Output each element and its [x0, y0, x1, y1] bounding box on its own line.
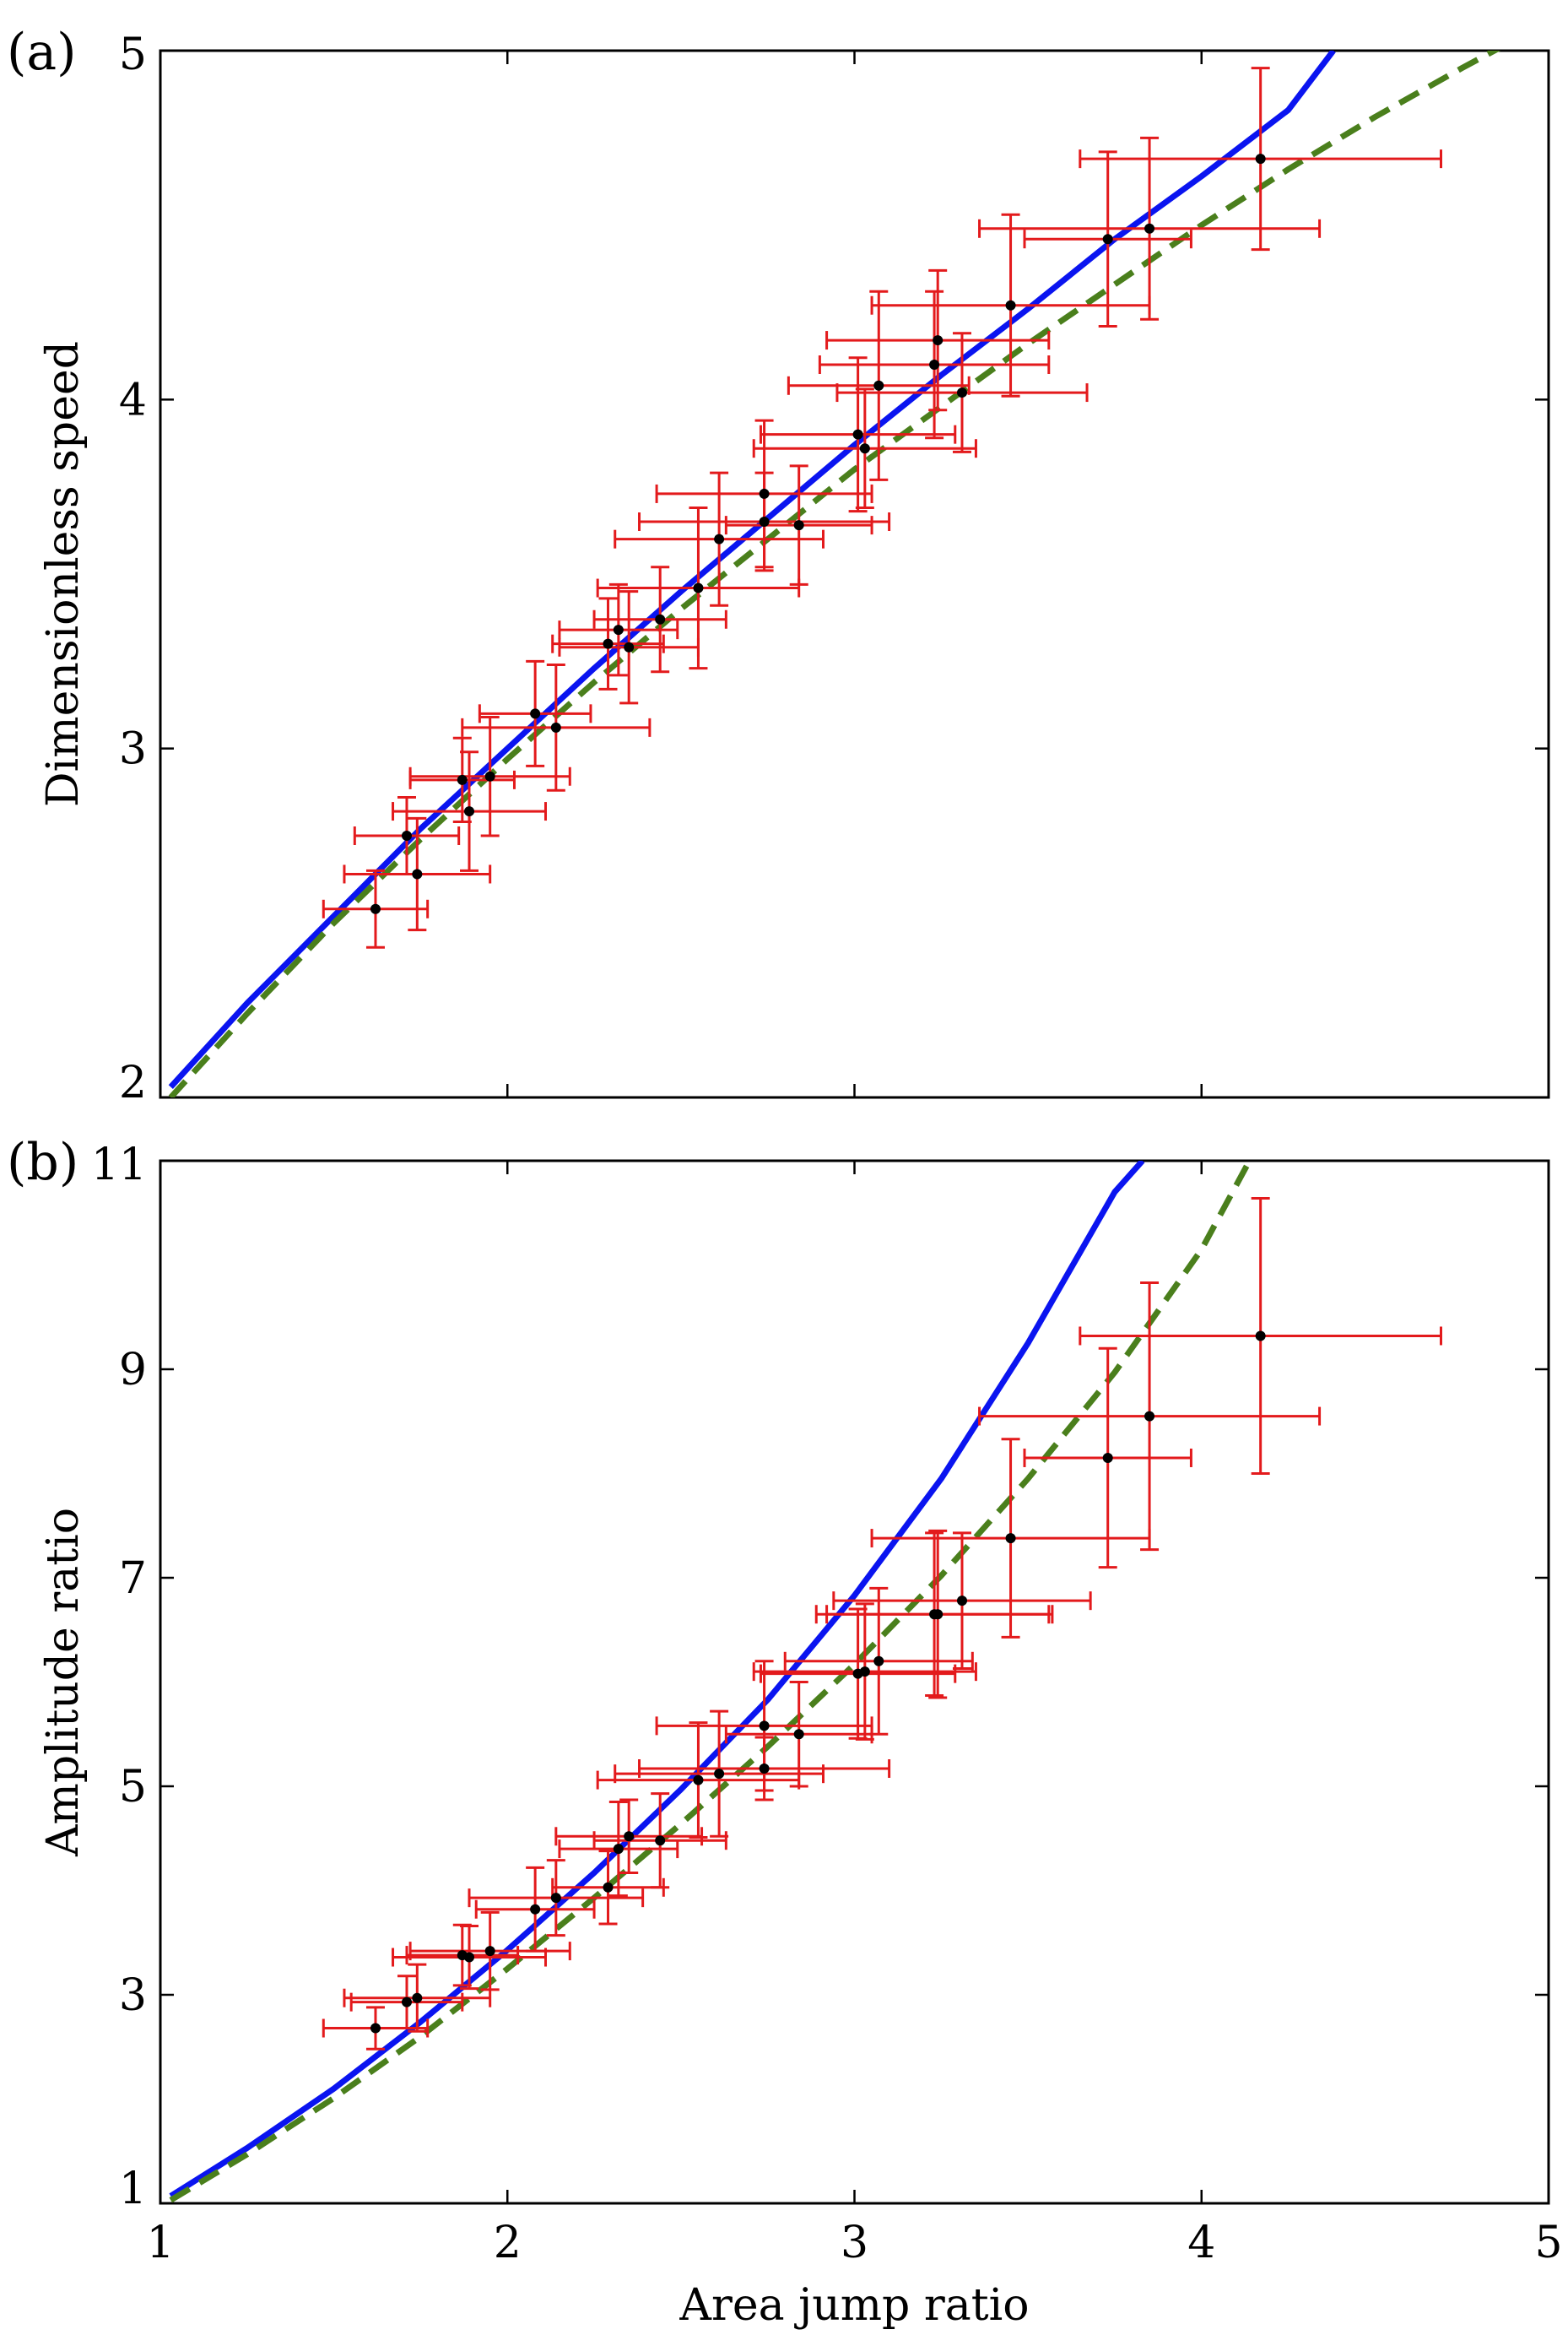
- data-point: [859, 443, 870, 454]
- data-point: [412, 1992, 423, 2003]
- y-tick-label: 3: [119, 1970, 147, 2021]
- y-tick-label: 7: [119, 1553, 147, 1604]
- data-point: [1255, 1330, 1266, 1341]
- y-tick-label: 4: [119, 375, 147, 425]
- y-tick-label: 2: [119, 1058, 147, 1108]
- panel-label: (a): [7, 23, 77, 82]
- data-point: [759, 1763, 770, 1774]
- data-point: [693, 1774, 704, 1785]
- data-point: [613, 1844, 624, 1855]
- data-point: [603, 1882, 614, 1893]
- data-point: [624, 642, 635, 653]
- data-point: [1102, 1452, 1113, 1463]
- solid-curve: [169, 1161, 1145, 2199]
- x-axis-label: Area jump ratio: [679, 2280, 1029, 2331]
- plot-frame: [159, 1159, 1550, 2205]
- errorbar-group: [322, 1196, 1443, 2051]
- data-point: [401, 1996, 412, 2007]
- data-point: [714, 534, 725, 544]
- data-point: [793, 1729, 804, 1740]
- x-tick-label: 5: [1534, 2218, 1562, 2268]
- data-point: [655, 614, 666, 625]
- data-point: [1255, 154, 1266, 165]
- data-point: [401, 831, 412, 841]
- panel-label: (b): [7, 1133, 78, 1192]
- data-point: [759, 517, 770, 527]
- data-point: [613, 625, 624, 636]
- data-point: [370, 2023, 381, 2034]
- data-point: [1102, 234, 1113, 245]
- data-point: [603, 638, 614, 649]
- data-point: [933, 335, 944, 346]
- data-point: [1144, 223, 1155, 234]
- data-point: [464, 806, 475, 817]
- data-point: [484, 1946, 495, 1957]
- data-point: [759, 1720, 770, 1731]
- x-tick-label: 3: [841, 2218, 868, 2268]
- errorbar-group: [322, 67, 1443, 949]
- data-point: [412, 869, 423, 880]
- y-tick-label: 5: [119, 1762, 147, 1812]
- data-point: [655, 1835, 666, 1846]
- data-point: [464, 1952, 475, 1963]
- data-point: [956, 387, 967, 398]
- data-point: [457, 774, 468, 785]
- solid-curve: [168, 51, 1336, 1089]
- data-point: [550, 722, 561, 733]
- y-tick-label: 11: [91, 1140, 147, 1190]
- data-point: [852, 429, 863, 440]
- x-tick-label: 1: [146, 2218, 174, 2268]
- data-point: [1005, 300, 1016, 311]
- y-axis-label: Amplitude ratio: [38, 1508, 89, 1857]
- dashed-curve: [168, 51, 1501, 1097]
- data-point: [873, 380, 884, 391]
- data-point: [793, 520, 804, 531]
- y-tick-label: 9: [119, 1345, 147, 1395]
- panel-a: 2 3 4 5 Dimensionless speed (a): [7, 23, 1550, 1108]
- plot-frame: [159, 49, 1550, 1099]
- data-point: [1144, 1411, 1155, 1422]
- x-tick-label: 4: [1187, 2218, 1215, 2268]
- x-tick-label: 2: [494, 2218, 522, 2268]
- y-tick-label: 5: [119, 30, 147, 80]
- data-point: [933, 1609, 944, 1620]
- y-tick-label: 1: [119, 2164, 147, 2214]
- data-point: [530, 1904, 541, 1915]
- data-point: [929, 360, 940, 370]
- data-point: [859, 1666, 870, 1677]
- data-point: [624, 1831, 635, 1842]
- data-point: [530, 708, 541, 719]
- y-axis-label: Dimensionless speed: [38, 341, 89, 807]
- data-point: [1005, 1533, 1016, 1544]
- data-point: [550, 1893, 561, 1904]
- data-point: [714, 1769, 725, 1780]
- data-point: [873, 1655, 884, 1666]
- panel-b: 1 2 3 4 5 1 3 5 7 9 11 Amplitude ratio Area jump rat…: [7, 1133, 1563, 2331]
- dashed-curve: [169, 1164, 1250, 2203]
- data-point: [484, 771, 495, 782]
- y-tick-label: 3: [119, 724, 147, 775]
- data-point: [759, 488, 770, 499]
- data-point: [956, 1595, 967, 1606]
- data-point: [370, 903, 381, 914]
- data-point: [693, 582, 704, 593]
